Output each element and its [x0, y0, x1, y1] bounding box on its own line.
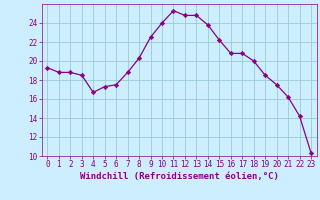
X-axis label: Windchill (Refroidissement éolien,°C): Windchill (Refroidissement éolien,°C): [80, 172, 279, 181]
